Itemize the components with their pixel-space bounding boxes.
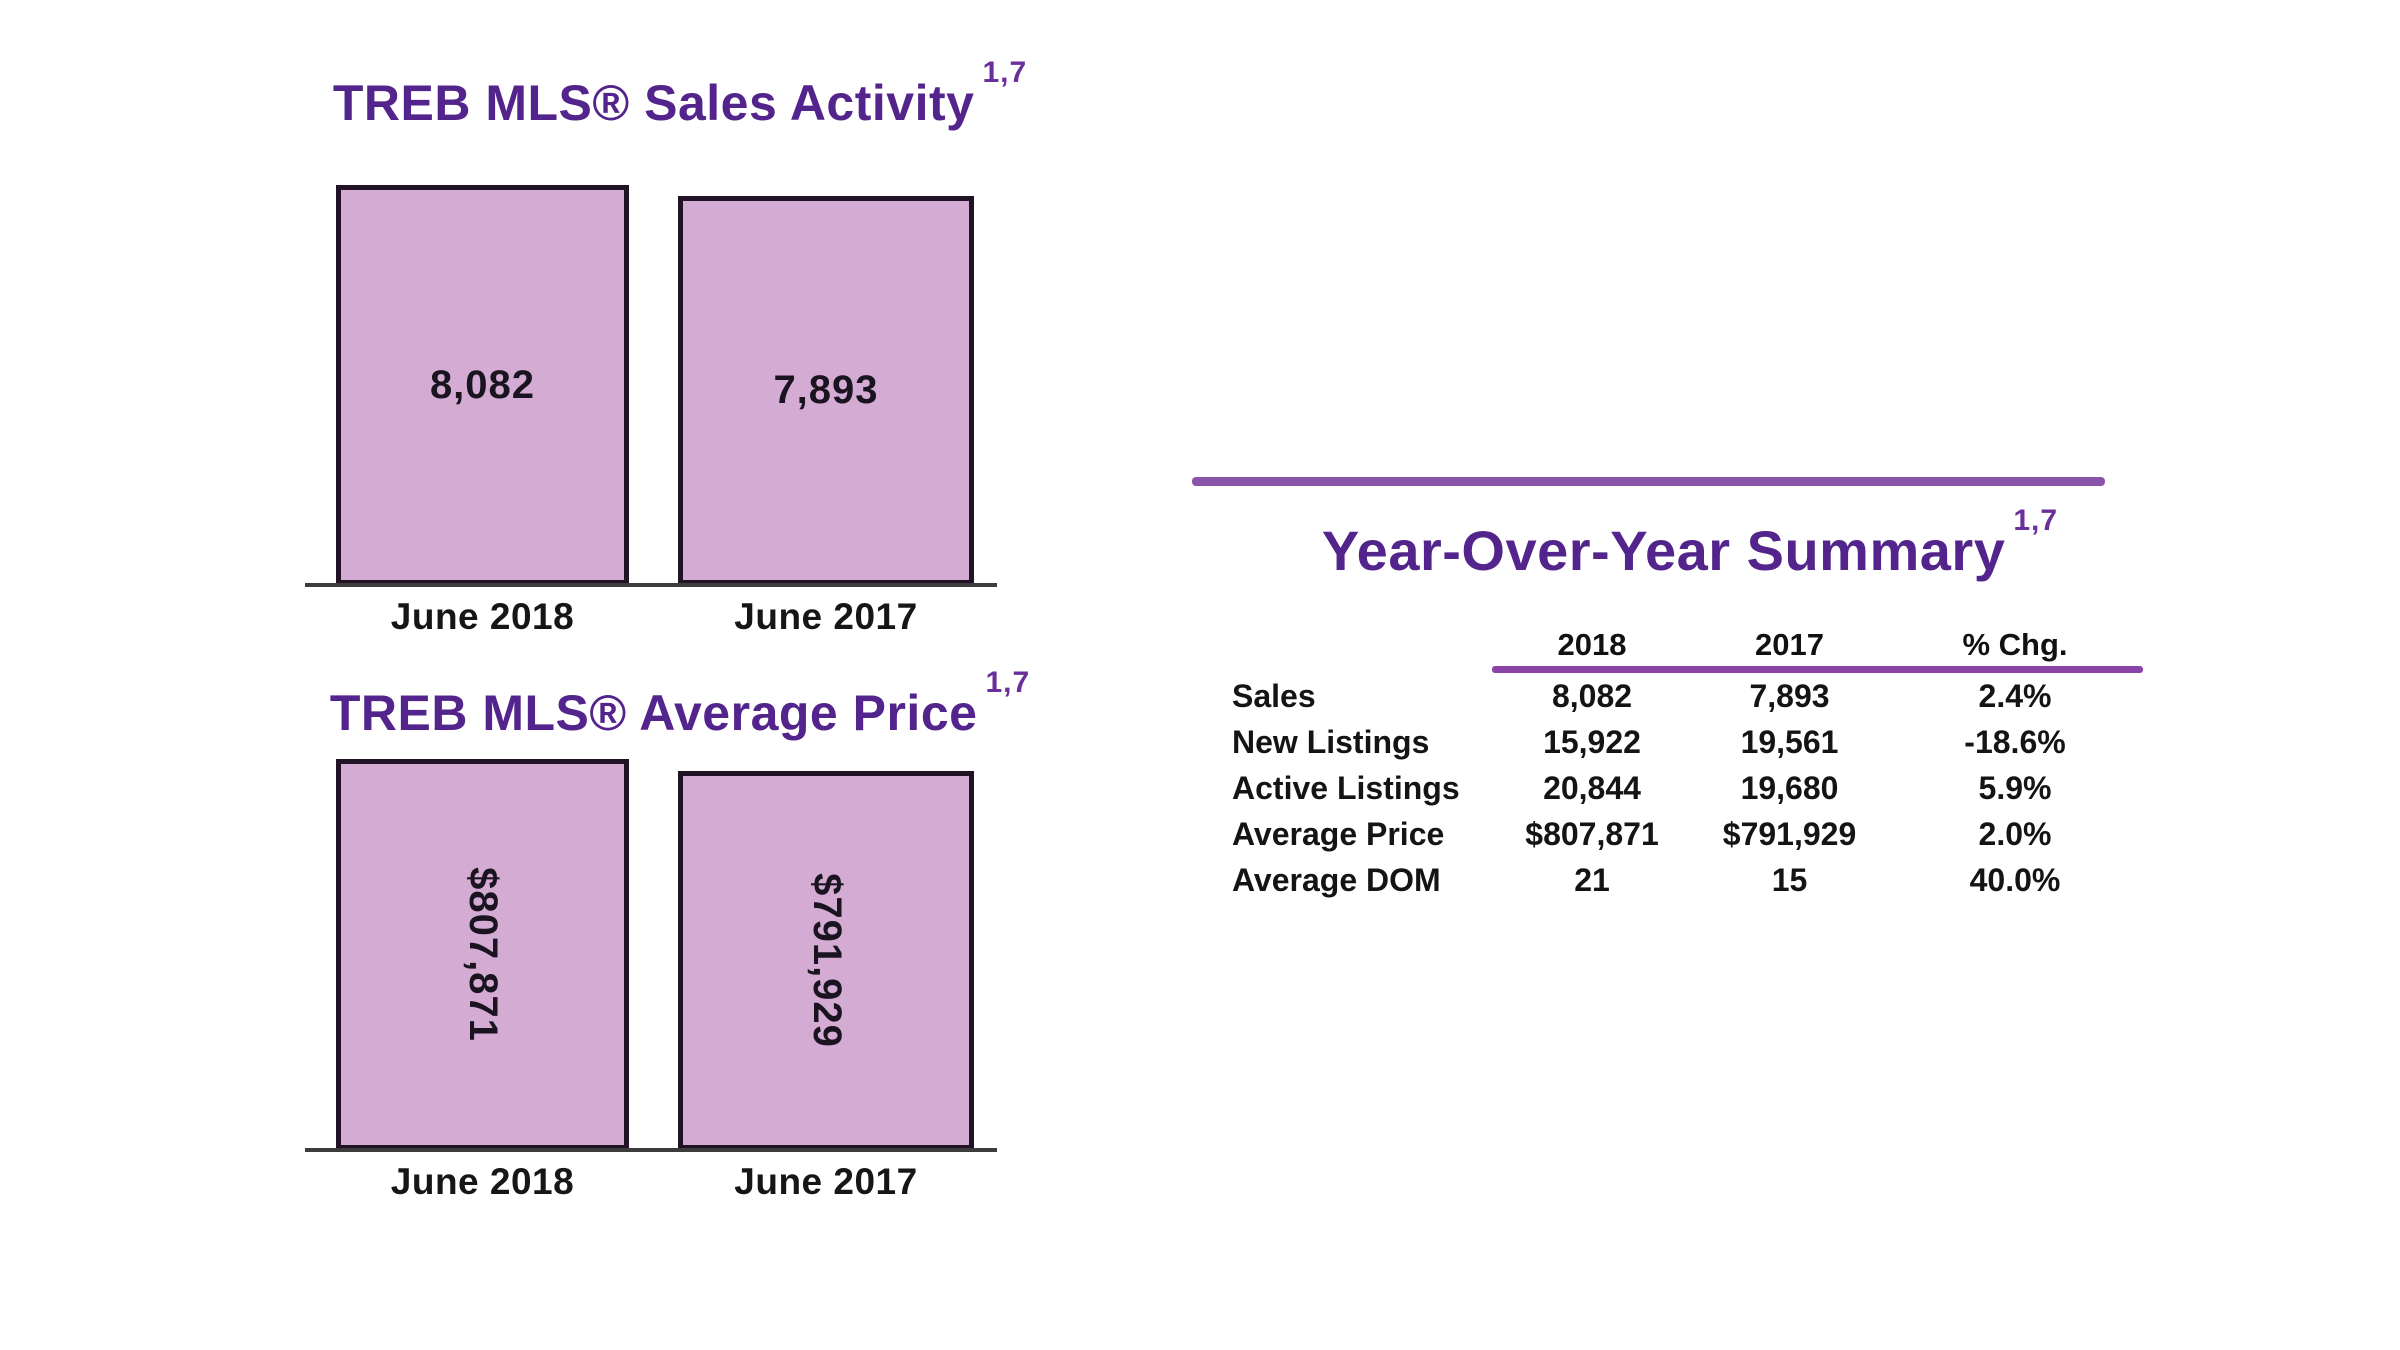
- table-row-active-listings: Active Listings 20,844 19,680 5.9%: [1232, 765, 2143, 811]
- value-pct-chg: -18.6%: [1964, 723, 2066, 760]
- bar-sales-june-2018: 8,082: [336, 185, 629, 585]
- x-axis-line: [305, 1148, 997, 1152]
- summary-title: Year-Over-Year Summary 1,7: [1230, 504, 2150, 583]
- average-price-title-text: TREB MLS® Average Price: [329, 685, 978, 741]
- table-row-sales: Sales 8,082 7,893 2.4%: [1232, 673, 2143, 719]
- bar-value-label: 8,082: [429, 362, 536, 407]
- value-2018: 8,082: [1551, 677, 1633, 714]
- summary-table-header-row: 2018 2017 % Chg.: [1232, 624, 2143, 666]
- table-row-new-listings: New Listings 15,922 19,561 -18.6%: [1232, 719, 2143, 765]
- summary-footnote-superscript: 1,7: [2013, 504, 2059, 538]
- value-pct-chg: 5.9%: [1978, 769, 2052, 806]
- sales-activity-footnote-superscript: 1,7: [982, 56, 1028, 90]
- category-label-june-2017: June 2017: [734, 596, 918, 637]
- header-2018: 2018: [1557, 627, 1627, 662]
- value-2018: 15,922: [1543, 723, 1641, 760]
- x-axis-line: [305, 583, 997, 587]
- bar-value-label-rotated: $791,929: [804, 873, 849, 1048]
- value-2018: $807,871: [1525, 815, 1659, 852]
- sales-activity-title: TREB MLS® Sales Activity1,7: [300, 56, 1060, 132]
- value-2017: 19,561: [1740, 723, 1839, 760]
- value-2017: $791,929: [1722, 815, 1857, 852]
- divider-rule: [1192, 477, 2105, 486]
- sales-activity-title-text: TREB MLS® Sales Activity: [332, 75, 975, 131]
- header-2017: 2017: [1755, 627, 1824, 662]
- bar-price-june-2018: $807,871: [336, 759, 629, 1150]
- row-label: Average Price: [1232, 815, 1445, 852]
- category-label-june-2018: June 2018: [390, 596, 575, 637]
- value-2018: 20,844: [1543, 769, 1641, 806]
- row-label: Average DOM: [1232, 861, 1441, 898]
- value-pct-chg: 2.0%: [1978, 815, 2052, 852]
- header-underline: [1492, 666, 2143, 673]
- category-label-june-2017: June 2017: [734, 1161, 918, 1202]
- value-2017: 7,893: [1749, 677, 1830, 714]
- bar-sales-june-2017: 7,893: [678, 196, 974, 585]
- header-pct-chg: % Chg.: [1962, 627, 2068, 662]
- value-2018: 21: [1574, 861, 1610, 898]
- table-row-average-price: Average Price $807,871 $791,929 2.0%: [1232, 811, 2143, 857]
- value-pct-chg: 40.0%: [1969, 861, 2061, 898]
- value-2017: 15: [1771, 861, 1808, 898]
- average-price-title: TREB MLS® Average Price1,7: [300, 666, 1060, 742]
- value-pct-chg: 2.4%: [1978, 677, 2052, 714]
- table-row-average-dom: Average DOM 21 15 40.0%: [1232, 857, 2143, 903]
- bar-value-label-rotated: $807,871: [461, 867, 505, 1042]
- bar-value-label: 7,893: [773, 368, 879, 412]
- average-price-footnote-superscript: 1,7: [985, 666, 1031, 700]
- bar-price-june-2017: $791,929: [678, 771, 974, 1150]
- row-label: New Listings: [1232, 723, 1430, 760]
- row-label: Active Listings: [1232, 769, 1460, 806]
- value-2017: 19,680: [1740, 769, 1839, 806]
- summary-title-text: Year-Over-Year Summary: [1321, 519, 2006, 582]
- summary-table: 2018 2017 % Chg. Sales 8,082 7,893 2.4% …: [1232, 624, 2143, 903]
- category-label-june-2018: June 2018: [390, 1161, 575, 1202]
- row-label: Sales: [1232, 677, 1316, 714]
